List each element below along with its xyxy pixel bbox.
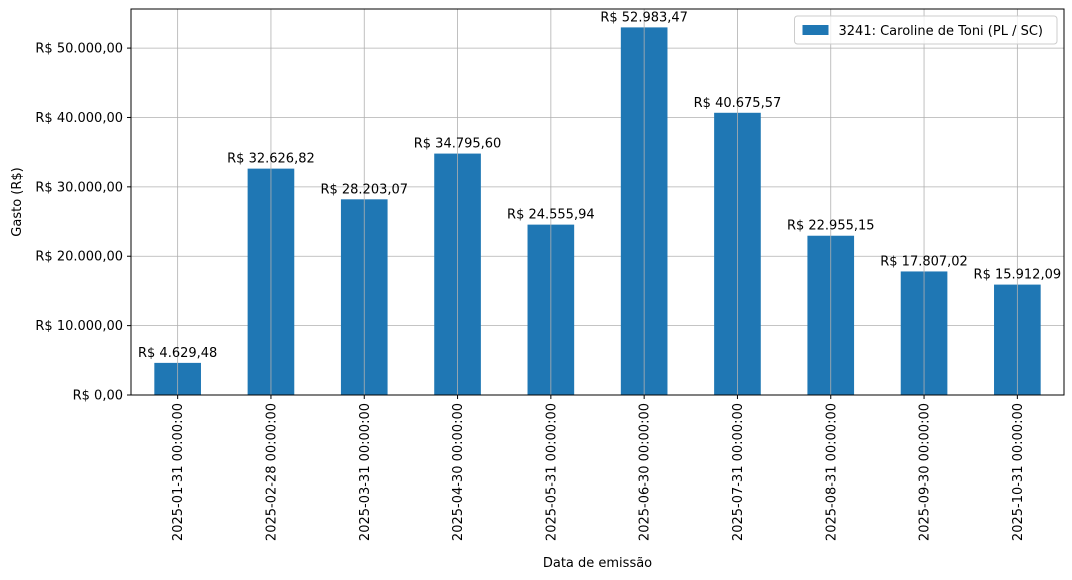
x-tick-label: 2025-06-30 00:00:00 [638,403,653,541]
legend-box [794,15,1058,45]
y-axis: R$ 0,00 R$ 10.000,00 R$ 20.000,00 R$ 30.000… [35,42,131,404]
bar-value-label: R$ 24.555,94 [507,208,595,223]
bar-value-label: R$ 40.675,57 [694,96,782,111]
legend-swatch [802,25,829,35]
y-tick-label: R$ 40.000,00 [35,111,123,126]
x-axis-label: Data de emissão [543,556,652,571]
y-tick-label: R$ 10.000,00 [35,319,123,334]
bar-value-label: R$ 28.203,07 [320,182,408,197]
legend-label: 3241: Caroline de Toni (PL / SC) [839,24,1044,39]
legend: 3241: Caroline de Toni (PL / SC) [794,15,1058,45]
x-tick-label: 2025-07-31 00:00:00 [731,403,746,541]
x-tick-label: 2025-08-31 00:00:00 [824,403,839,541]
data-labels: R$ 4.629,48 R$ 32.626,82 R$ 28.203,07 R$ 34… [138,10,1061,360]
x-tick-label: 2025-10-31 00:00:00 [1011,403,1026,541]
bar-value-label: R$ 52.983,47 [600,10,688,25]
x-tick-label: 2025-09-30 00:00:00 [918,403,933,541]
bar-value-label: R$ 22.955,15 [787,219,875,234]
bar-value-label: R$ 17.807,02 [880,254,968,269]
x-tick-label: 2025-05-31 00:00:00 [544,403,559,541]
y-tick-label: R$ 30.000,00 [35,180,123,195]
y-tick-label: R$ 50.000,00 [35,42,123,57]
bars [154,27,1041,395]
bar-value-label: R$ 4.629,48 [138,346,217,361]
x-tick-label: 2025-04-30 00:00:00 [451,403,466,541]
x-tick-label: 2025-03-31 00:00:00 [358,403,373,541]
bar-value-label: R$ 15.912,09 [974,268,1062,283]
y-tick-label: R$ 0,00 [73,389,123,404]
x-tick-label: 2025-01-31 00:00:00 [171,403,186,541]
bar-value-label: R$ 34.795,60 [414,137,502,152]
y-axis-label: Gasto (R$) [10,167,25,236]
x-tick-label: 2025-02-28 00:00:00 [264,403,279,541]
x-axis: 2025-01-31 00:00:00 2025-02-28 00:00:00 20… [171,395,1026,541]
vertical-gridlines [177,9,1018,395]
y-tick-label: R$ 20.000,00 [35,250,123,265]
plot-frame [130,8,1065,396]
bar-value-label: R$ 32.626,82 [227,152,315,167]
